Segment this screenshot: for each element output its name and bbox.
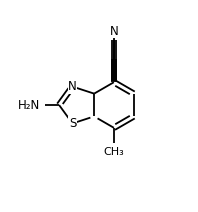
Text: N: N [68, 80, 77, 93]
Text: H₂N: H₂N [17, 99, 40, 112]
Text: N: N [109, 25, 118, 38]
Text: CH₃: CH₃ [104, 147, 124, 157]
Text: S: S [69, 117, 76, 130]
